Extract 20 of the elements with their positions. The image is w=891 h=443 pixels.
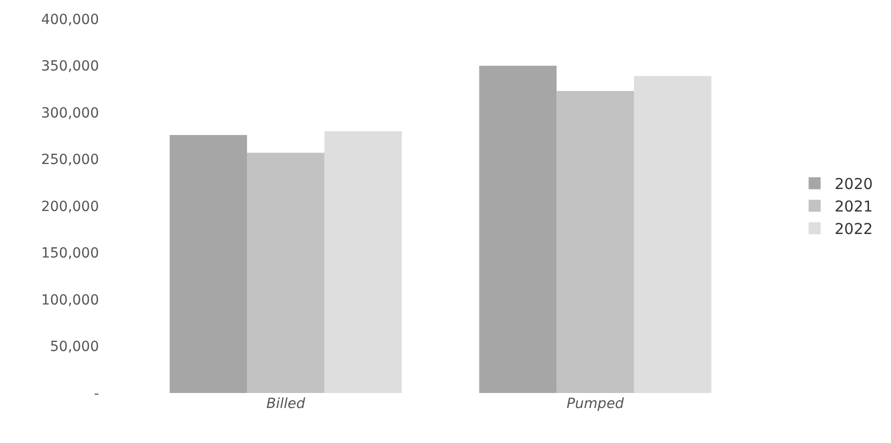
y-tick-label: 250,000 <box>41 152 99 168</box>
bar <box>324 131 402 393</box>
bar <box>479 66 557 393</box>
bar <box>170 134 248 393</box>
y-tick-label: 200,000 <box>41 198 99 215</box>
y-tick-label: 150,000 <box>41 246 99 262</box>
legend-label: 2021 <box>834 198 873 216</box>
y-tick-label: 100,000 <box>41 292 99 308</box>
y-tick-label: - <box>94 386 99 402</box>
y-tick-label: 50,000 <box>50 339 99 356</box>
legend-label: 2022 <box>834 220 873 238</box>
bar <box>634 76 712 393</box>
x-tick-label: Pumped <box>566 396 624 412</box>
y-tick-label: 350,000 <box>41 58 99 75</box>
y-tick-label: 300,000 <box>41 105 99 122</box>
legend-label: 2020 <box>834 175 873 194</box>
bar <box>247 152 324 393</box>
y-tick-label: 400,000 <box>41 12 99 28</box>
x-tick-label: Billed <box>266 396 306 412</box>
bar <box>556 91 634 393</box>
